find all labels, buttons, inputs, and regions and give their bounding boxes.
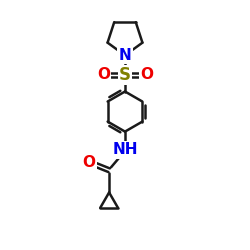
- Text: O: O: [140, 68, 153, 82]
- Text: O: O: [82, 155, 95, 170]
- Text: N: N: [119, 48, 132, 63]
- Text: O: O: [97, 68, 110, 82]
- Text: NH: NH: [112, 142, 138, 158]
- Text: S: S: [119, 66, 131, 84]
